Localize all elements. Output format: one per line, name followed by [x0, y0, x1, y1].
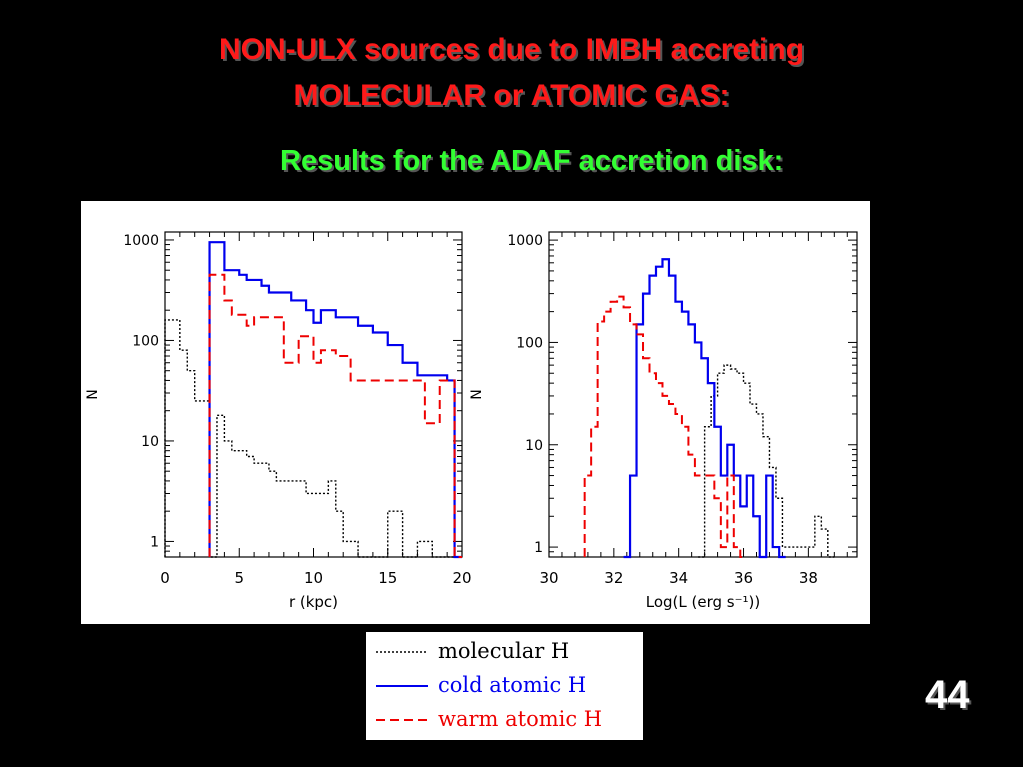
- x-tick-label: 5: [234, 569, 244, 587]
- x-tick-label: 30: [539, 569, 558, 587]
- y-tick-label: 100: [132, 333, 159, 349]
- legend-label-cold-atomic: cold atomic H: [438, 673, 587, 697]
- left-chart: 0 5 10 15 20 1 10 100 1000 r (kpc) N: [85, 231, 472, 611]
- y-tick-label: 1000: [507, 233, 543, 249]
- x-tick-label: 38: [799, 569, 818, 587]
- y-axis-label: N: [85, 389, 101, 399]
- legend-label-warm-atomic: warm atomic H: [438, 707, 603, 731]
- x-axis-label: Log(L (erg s⁻¹)): [646, 593, 761, 611]
- series-line-molecular-h: [698, 364, 835, 558]
- series-line-cold-atomic-h: [208, 241, 462, 559]
- x-axis-label: r (kpc): [289, 593, 338, 611]
- plot-frame: [548, 231, 858, 558]
- y-axis-label: N: [469, 389, 485, 399]
- x-tick-label: 34: [669, 569, 688, 587]
- legend-label-molecular: molecular H: [438, 639, 570, 663]
- charts-panel: 0 5 10 15 20 1 10 100 1000 r (kpc) N 30 32 34 36 38 1 10 1…: [81, 201, 870, 624]
- chart-legend: molecular H cold atomic H warm atomic H: [366, 632, 643, 740]
- series-line-cold-atomic-h: [623, 258, 786, 559]
- histogram-charts: 0 5 10 15 20 1 10 100 1000 r (kpc) N 30 32 34 36 38 1 10 1…: [85, 231, 858, 611]
- series-line-warm-atomic-h: [583, 295, 747, 558]
- y-tick-label: 1: [534, 540, 543, 556]
- x-tick-label: 0: [160, 569, 170, 587]
- x-tick-label: 15: [378, 569, 397, 587]
- series-line-warm-atomic-h: [208, 273, 462, 558]
- legend-swatches: [376, 651, 428, 721]
- x-tick-label: 36: [734, 569, 753, 587]
- y-tick-label: 10: [525, 438, 543, 454]
- slide-title-line-1: NON-ULX sources due to IMBH accreting: [218, 33, 805, 66]
- x-tick-label: 10: [304, 569, 323, 587]
- y-tick-label: 100: [516, 335, 543, 351]
- x-tick-label: 32: [604, 569, 623, 587]
- y-tick-label: 1000: [123, 233, 159, 249]
- y-tick-label: 10: [141, 434, 159, 450]
- y-tick-label: 1: [150, 534, 159, 550]
- right-chart: 30 32 34 36 38 1 10 100 1000 Log(L (erg s⁻¹)) N: [469, 231, 858, 611]
- x-tick-label: 20: [452, 569, 471, 587]
- page-number: 44: [925, 673, 970, 717]
- slide-title-line-2: MOLECULAR or ATOMIC GAS:: [293, 79, 730, 112]
- slide-subtitle: Results for the ADAF accretion disk:: [280, 145, 784, 177]
